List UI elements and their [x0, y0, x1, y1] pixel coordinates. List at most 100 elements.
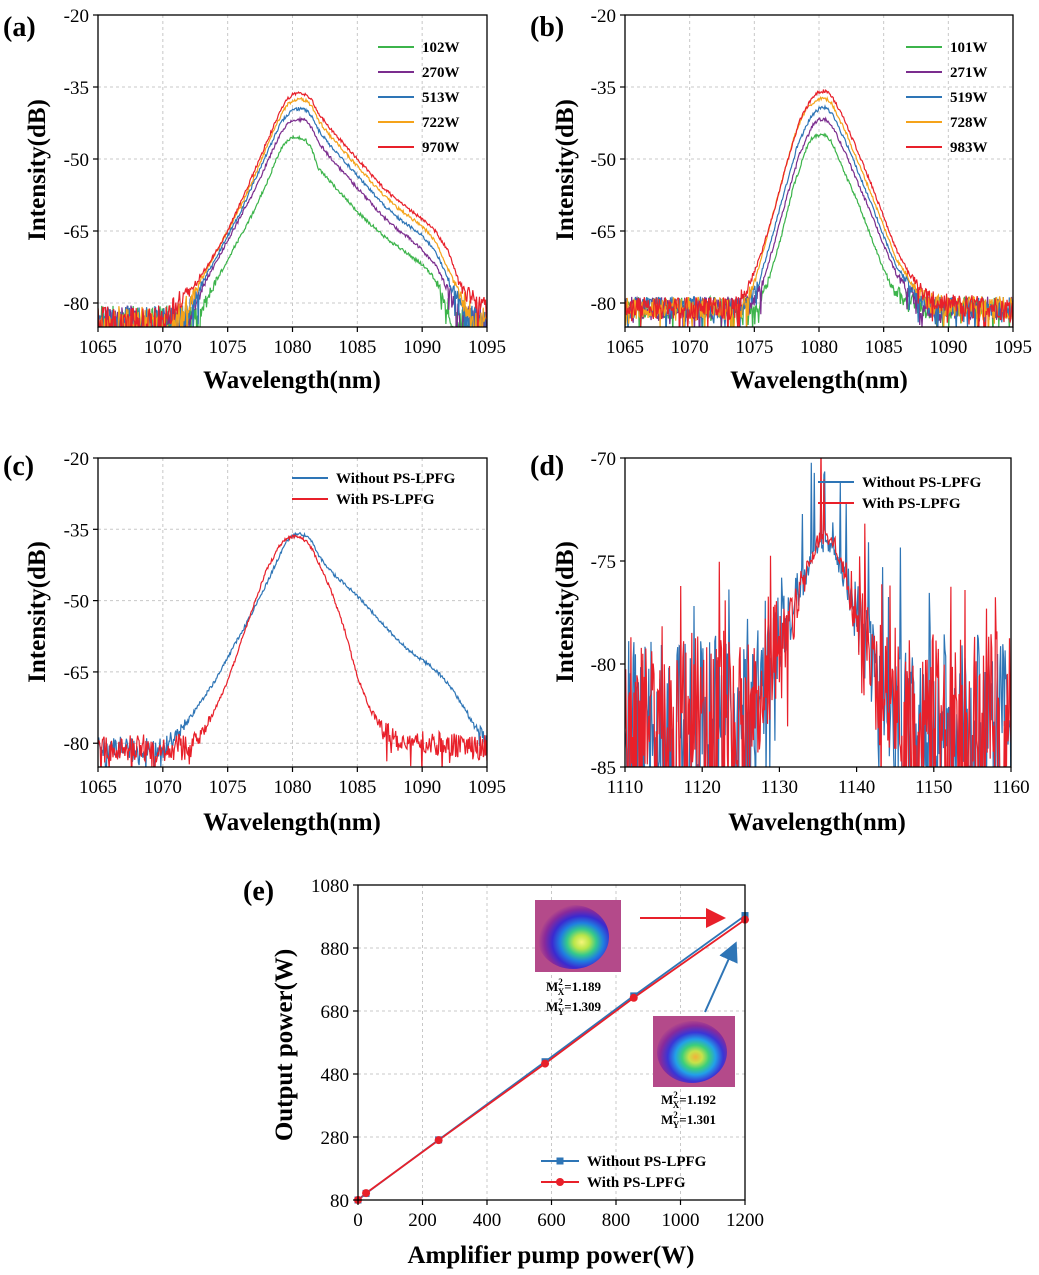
tick-label-x: 1090 — [929, 337, 967, 358]
tick-label-x: 1000 — [662, 1210, 700, 1231]
tick-label-x: 1090 — [403, 777, 441, 798]
beam-image-1 — [537, 905, 609, 969]
data-point-e-2 — [362, 1189, 371, 1198]
tick-label-x: 400 — [473, 1210, 502, 1231]
beam-profile-inset-2: M2 X=1.192 M2 Y=1.301 — [653, 941, 738, 1130]
tick-label-x: 1075 — [209, 777, 247, 798]
panel-a: 1065 1070 1075 1080 1085 1090 1095 -80 -65 -50 -35… — [64, 6, 506, 358]
ylabel-e: Output power(W) — [271, 949, 298, 1141]
legend-label: 271W — [950, 65, 988, 81]
tick-label-x: 200 — [408, 1210, 437, 1231]
inset-1-mx-label: M2 X=1.189 — [546, 977, 601, 997]
tick-label-x: 1090 — [403, 337, 441, 358]
tick-label-x: 1095 — [994, 337, 1032, 358]
series-line-a-3 — [98, 106, 486, 327]
xlabel-d: Wavelength(nm) — [728, 809, 906, 836]
tick-label-x: 1085 — [338, 337, 376, 358]
xlabel-c: Wavelength(nm) — [203, 809, 381, 836]
series-line-b-5 — [625, 89, 1013, 327]
ylabel-c: Intensity(dB) — [24, 541, 51, 683]
panel-b: 1065 1070 1075 1080 1085 1090 1095 -80 -65 -50 -35… — [591, 6, 1032, 358]
tick-label-x: 1075 — [735, 337, 773, 358]
legend-label: 102W — [422, 40, 460, 56]
tick-label-x: 1200 — [726, 1210, 764, 1231]
tick-label-x: 1080 — [274, 337, 312, 358]
data-point-e-2 — [629, 993, 638, 1002]
tick-label-x: 0 — [353, 1210, 363, 1231]
series-line-a-5 — [98, 91, 487, 327]
data-point-e-2 — [541, 1059, 550, 1068]
tick-label-x: 1120 — [684, 777, 721, 798]
tick-label-x: 1065 — [79, 777, 117, 798]
plot-frame — [624, 457, 1012, 768]
xlabel-a: Wavelength(nm) — [203, 367, 381, 394]
tick-label-y: 280 — [321, 1128, 350, 1149]
legend-label: 513W — [422, 90, 460, 106]
tick-label-y: -35 — [591, 78, 616, 99]
tick-label-x: 1070 — [144, 337, 182, 358]
tick-label-x: 1110 — [607, 777, 644, 798]
legend-label: With PS-LPFG — [336, 492, 435, 508]
beam-image-2 — [657, 1021, 727, 1083]
legend-marker — [556, 1178, 564, 1186]
tick-label-x: 1085 — [338, 777, 376, 798]
tick-label-x: 1130 — [761, 777, 798, 798]
panel-d: 1110 1120 1130 1140 1150 1160 -85 -80 -75 -70 With… — [591, 449, 1030, 798]
tick-label-y: 680 — [321, 1002, 350, 1023]
tick-label-y: -35 — [64, 520, 89, 541]
tick-label-y: -50 — [64, 592, 89, 613]
legend-label: 983W — [950, 140, 988, 156]
legend-label: With PS-LPFG — [862, 496, 961, 512]
ylabel-b: Intensity(dB) — [552, 99, 579, 241]
ylabel-d: Intensity(dB) — [552, 541, 579, 683]
tick-label-x: 1080 — [800, 337, 838, 358]
beam-profile-inset-1: M2 X=1.189 M2 Y=1.309 — [535, 900, 726, 1017]
panel-label-b: (b) — [530, 12, 564, 43]
tick-label-x: 1065 — [606, 337, 644, 358]
inset-1-my-label: M2 Y=1.309 — [546, 997, 601, 1017]
panel-c: 1065 1070 1075 1080 1085 1090 1095 -80 -65 -50 -35… — [64, 449, 506, 798]
tick-label-y: -20 — [591, 6, 616, 27]
tick-label-y: -80 — [64, 294, 89, 315]
tick-label-y: -80 — [591, 294, 616, 315]
tick-label-y: 80 — [330, 1191, 349, 1212]
tick-label-x: 1160 — [992, 777, 1029, 798]
tick-label-x: 1070 — [671, 337, 709, 358]
tick-label-x: 600 — [537, 1210, 566, 1231]
legend-label: 101W — [950, 40, 988, 56]
tick-label-y: -65 — [64, 663, 89, 684]
tick-label-x: 1070 — [144, 777, 182, 798]
series-line-a-4 — [98, 96, 487, 327]
panel-label-c: (c) — [3, 451, 34, 482]
tick-label-x: 1150 — [915, 777, 952, 798]
legend-label: Without PS-LPFG — [587, 1154, 707, 1170]
legend-label: 270W — [422, 65, 460, 81]
tick-label-x: 1075 — [209, 337, 247, 358]
tick-label-y: -65 — [591, 222, 616, 243]
xlabel-b: Wavelength(nm) — [730, 367, 908, 394]
panel-label-e: (e) — [243, 876, 274, 907]
tick-label-y: -35 — [64, 78, 89, 99]
tick-label-x: 1065 — [79, 337, 117, 358]
tick-label-x: 1085 — [865, 337, 903, 358]
data-point-e-2 — [434, 1136, 443, 1145]
tick-label-y: -85 — [591, 758, 616, 779]
legend-label: With PS-LPFG — [587, 1175, 686, 1191]
series-line-d-2 — [625, 458, 1011, 767]
tick-label-y: -20 — [64, 6, 89, 27]
xlabel-e: Amplifier pump power(W) — [407, 1242, 694, 1269]
tick-label-y: -75 — [591, 552, 616, 573]
tick-label-x: 1080 — [274, 777, 312, 798]
panel-e: 0 200 400 600 800 1000 1200 80 280 480 680 880 1080 W… — [311, 876, 764, 1231]
legend-label: 970W — [422, 140, 460, 156]
legend-label: 728W — [950, 115, 988, 131]
inset-2-mx-label: M2 X=1.192 — [661, 1090, 716, 1110]
inset-2-my-label: M2 Y=1.301 — [661, 1110, 716, 1130]
panel-label-a: (a) — [3, 12, 36, 43]
tick-label-y: 880 — [321, 939, 350, 960]
series-line-c-2 — [98, 534, 487, 767]
inset-2-arrow — [704, 941, 738, 1013]
tick-label-y: -50 — [64, 150, 89, 171]
tick-label-y: -65 — [64, 222, 89, 243]
